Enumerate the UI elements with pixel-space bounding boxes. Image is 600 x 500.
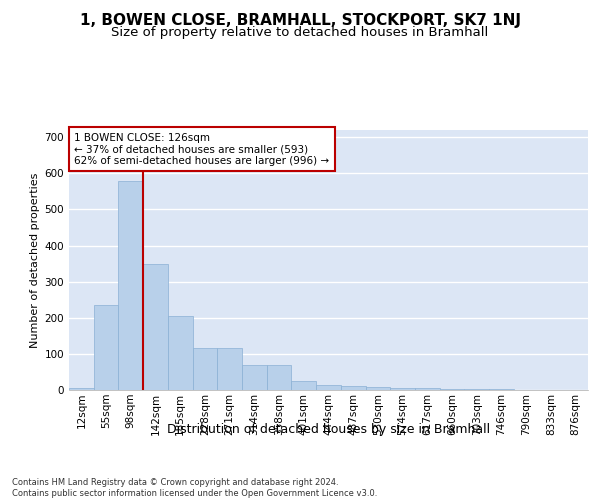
- Bar: [316, 384, 341, 390]
- Bar: [242, 364, 267, 390]
- Bar: [143, 264, 168, 390]
- Bar: [464, 388, 489, 390]
- Text: Contains HM Land Registry data © Crown copyright and database right 2024.
Contai: Contains HM Land Registry data © Crown c…: [12, 478, 377, 498]
- Bar: [118, 180, 143, 390]
- Bar: [217, 348, 242, 390]
- Bar: [390, 388, 415, 390]
- Bar: [415, 388, 440, 390]
- Text: 1, BOWEN CLOSE, BRAMHALL, STOCKPORT, SK7 1NJ: 1, BOWEN CLOSE, BRAMHALL, STOCKPORT, SK7…: [79, 12, 521, 28]
- Bar: [440, 388, 464, 390]
- Bar: [365, 388, 390, 390]
- Bar: [94, 305, 118, 390]
- Bar: [193, 348, 217, 390]
- Text: Size of property relative to detached houses in Bramhall: Size of property relative to detached ho…: [112, 26, 488, 39]
- Bar: [292, 381, 316, 390]
- Bar: [69, 388, 94, 390]
- Bar: [489, 389, 514, 390]
- Bar: [267, 364, 292, 390]
- Y-axis label: Number of detached properties: Number of detached properties: [31, 172, 40, 348]
- Text: Distribution of detached houses by size in Bramhall: Distribution of detached houses by size …: [167, 422, 490, 436]
- Bar: [168, 316, 193, 390]
- Bar: [341, 386, 365, 390]
- Text: 1 BOWEN CLOSE: 126sqm
← 37% of detached houses are smaller (593)
62% of semi-det: 1 BOWEN CLOSE: 126sqm ← 37% of detached …: [74, 132, 329, 166]
